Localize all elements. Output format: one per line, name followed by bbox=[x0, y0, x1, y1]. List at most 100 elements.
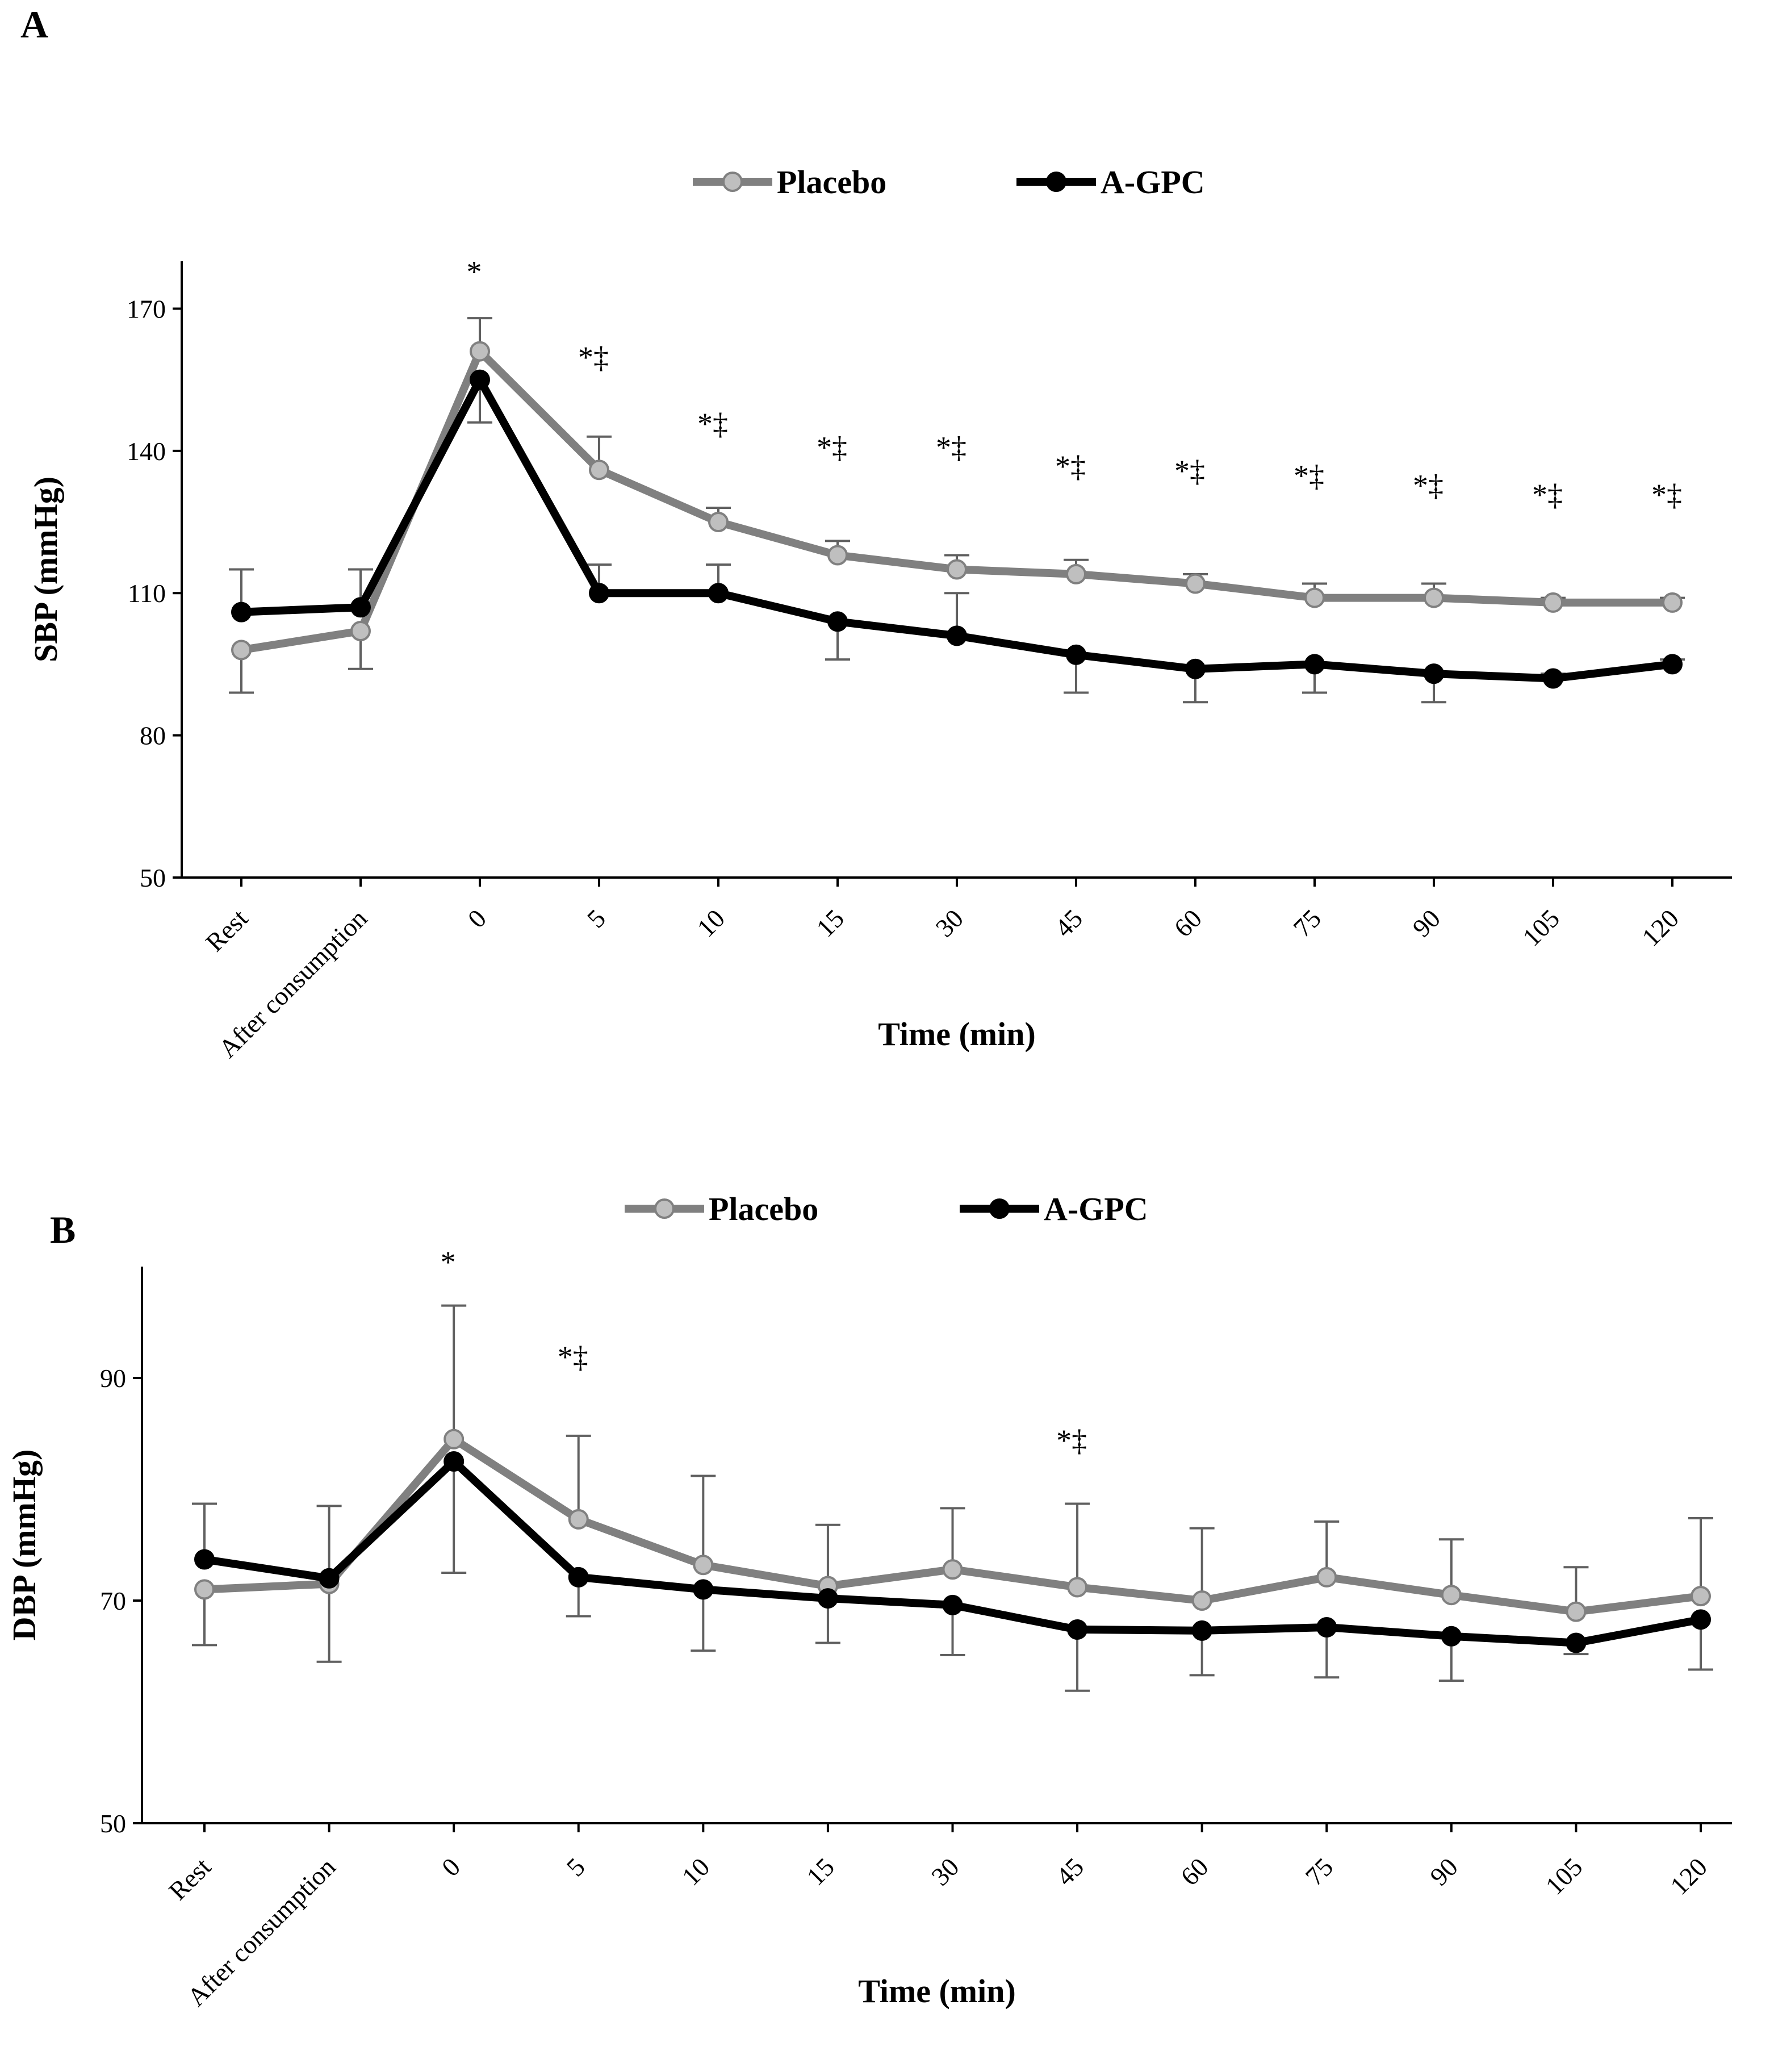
data-point-placebo[interactable] bbox=[693, 1555, 714, 1576]
data-point-placebo[interactable] bbox=[942, 1559, 963, 1580]
data-point-placebo[interactable] bbox=[231, 640, 252, 661]
legend-label-placebo[interactable]: Placebo bbox=[777, 164, 886, 200]
data-point-placebo[interactable] bbox=[568, 1509, 589, 1530]
legend-marker-a-gpc[interactable] bbox=[989, 1198, 1010, 1219]
significance-marker: *‡ bbox=[817, 431, 847, 465]
significance-marker: *‡ bbox=[578, 340, 609, 374]
data-point-a-gpc[interactable] bbox=[942, 1594, 963, 1615]
data-point-placebo[interactable] bbox=[1662, 592, 1683, 613]
y-tick-label: 170 bbox=[127, 294, 166, 323]
legend-marker-placebo[interactable] bbox=[654, 1198, 675, 1219]
data-point-placebo[interactable] bbox=[1566, 1601, 1587, 1622]
x-tick-label-0: 0 bbox=[462, 904, 492, 933]
data-point-placebo[interactable] bbox=[589, 459, 609, 481]
data-point-placebo[interactable] bbox=[947, 559, 967, 580]
x-tick-label-45: 45 bbox=[1051, 1852, 1090, 1891]
y-tick-label: 50 bbox=[140, 863, 166, 892]
data-point-a-gpc[interactable] bbox=[470, 369, 490, 390]
legend-marker-placebo[interactable] bbox=[722, 172, 743, 192]
panel-a-label: A bbox=[20, 3, 48, 46]
x-tick-label-10: 10 bbox=[676, 1852, 716, 1891]
data-point-placebo[interactable] bbox=[1066, 563, 1086, 584]
data-point-a-gpc[interactable] bbox=[589, 583, 609, 604]
y-tick-label: 70 bbox=[100, 1586, 126, 1615]
legend-label-a-gpc[interactable]: A-GPC bbox=[1101, 164, 1205, 200]
y-tick-label: 50 bbox=[100, 1809, 126, 1838]
data-point-a-gpc[interactable] bbox=[443, 1451, 465, 1472]
legend-label-a-gpc[interactable]: A-GPC bbox=[1044, 1190, 1148, 1227]
data-point-placebo[interactable] bbox=[350, 621, 371, 641]
significance-marker: *‡ bbox=[1413, 468, 1444, 502]
data-point-a-gpc[interactable] bbox=[194, 1549, 215, 1570]
data-point-a-gpc[interactable] bbox=[1543, 668, 1563, 689]
data-point-placebo[interactable] bbox=[470, 341, 490, 362]
data-point-placebo[interactable] bbox=[443, 1428, 465, 1449]
data-point-placebo[interactable] bbox=[1067, 1577, 1088, 1598]
x-tick-label-30: 30 bbox=[926, 1852, 965, 1891]
x-tick-label-5: 5 bbox=[581, 904, 611, 933]
data-point-a-gpc[interactable] bbox=[350, 597, 371, 618]
x-axis-title: Time (min) bbox=[878, 1016, 1036, 1052]
legend-label-placebo[interactable]: Placebo bbox=[709, 1190, 818, 1227]
significance-marker: *‡ bbox=[1532, 478, 1563, 512]
x-tick-label-15: 15 bbox=[801, 1852, 840, 1891]
x-tick-label-90: 90 bbox=[1407, 904, 1446, 943]
data-point-a-gpc[interactable] bbox=[1191, 1620, 1212, 1641]
x-tick-label-15: 15 bbox=[810, 904, 850, 943]
data-point-a-gpc[interactable] bbox=[693, 1579, 714, 1600]
x-tick-label-rest: Rest bbox=[163, 1852, 216, 1906]
data-point-placebo[interactable] bbox=[1185, 573, 1206, 594]
data-point-placebo[interactable] bbox=[708, 512, 729, 533]
significance-marker: * bbox=[467, 255, 482, 289]
significance-marker: *‡ bbox=[1294, 459, 1324, 493]
data-point-a-gpc[interactable] bbox=[1304, 654, 1325, 675]
significance-marker: * bbox=[441, 1245, 456, 1279]
significance-marker: *‡ bbox=[1651, 478, 1682, 512]
significance-marker: *‡ bbox=[558, 1340, 588, 1374]
data-point-a-gpc[interactable] bbox=[1662, 654, 1683, 675]
significance-marker: *‡ bbox=[1055, 449, 1086, 483]
x-tick-label-120: 120 bbox=[1636, 904, 1684, 952]
x-tick-label-rest: Rest bbox=[200, 904, 253, 957]
data-point-a-gpc[interactable] bbox=[1691, 1609, 1711, 1630]
x-tick-label-90: 90 bbox=[1424, 1852, 1463, 1891]
data-point-a-gpc[interactable] bbox=[568, 1566, 589, 1588]
legend-marker-a-gpc[interactable] bbox=[1046, 172, 1066, 192]
data-point-a-gpc[interactable] bbox=[1316, 1617, 1337, 1638]
data-point-a-gpc[interactable] bbox=[817, 1588, 838, 1609]
y-tick-label: 140 bbox=[127, 437, 166, 466]
data-point-a-gpc[interactable] bbox=[947, 625, 967, 646]
data-point-a-gpc[interactable] bbox=[1424, 663, 1444, 684]
data-point-a-gpc[interactable] bbox=[319, 1568, 340, 1589]
data-point-a-gpc[interactable] bbox=[708, 583, 729, 604]
x-tick-label-10: 10 bbox=[691, 904, 730, 943]
data-point-placebo[interactable] bbox=[827, 545, 848, 566]
data-point-placebo[interactable] bbox=[194, 1579, 215, 1600]
data-point-a-gpc[interactable] bbox=[231, 601, 252, 623]
y-axis-title: DBP (mmHg) bbox=[6, 1449, 43, 1641]
y-axis-title: SBP (mmHg) bbox=[27, 477, 64, 662]
data-point-placebo[interactable] bbox=[1316, 1566, 1337, 1588]
data-point-a-gpc[interactable] bbox=[1566, 1632, 1587, 1653]
y-tick-label: 80 bbox=[140, 721, 166, 750]
x-tick-label-45: 45 bbox=[1049, 904, 1088, 943]
data-point-a-gpc[interactable] bbox=[1185, 658, 1206, 679]
data-point-placebo[interactable] bbox=[1191, 1590, 1212, 1611]
data-point-placebo[interactable] bbox=[1691, 1586, 1711, 1607]
data-point-a-gpc[interactable] bbox=[1067, 1619, 1088, 1640]
x-tick-label-60: 60 bbox=[1175, 1852, 1214, 1891]
data-point-placebo[interactable] bbox=[1424, 587, 1444, 608]
data-point-placebo[interactable] bbox=[1441, 1585, 1462, 1606]
data-point-a-gpc[interactable] bbox=[1066, 644, 1086, 665]
x-tick-label-75: 75 bbox=[1287, 904, 1327, 943]
x-tick-label-120: 120 bbox=[1664, 1852, 1713, 1900]
x-tick-label-5: 5 bbox=[560, 1852, 590, 1882]
data-point-a-gpc[interactable] bbox=[827, 611, 848, 632]
significance-marker: *‡ bbox=[1056, 1423, 1087, 1457]
data-point-placebo[interactable] bbox=[1543, 592, 1563, 613]
data-point-a-gpc[interactable] bbox=[1441, 1626, 1462, 1647]
data-point-placebo[interactable] bbox=[1304, 587, 1325, 608]
x-tick-label-0: 0 bbox=[436, 1852, 466, 1882]
